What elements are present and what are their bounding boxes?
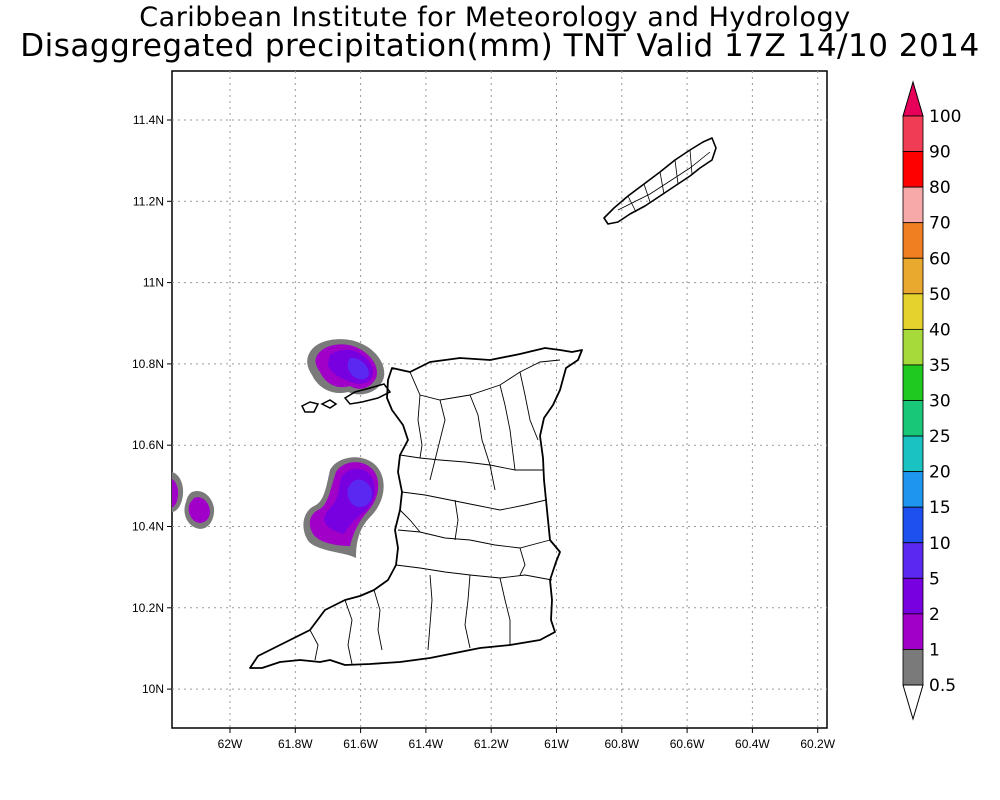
colorbar-box (902, 649, 924, 686)
colorbar-box (902, 577, 924, 615)
colorbar-label: 2 (929, 605, 940, 625)
y-tick-label: 10.2N (132, 601, 164, 615)
bocas-islands (300, 399, 338, 413)
graticule (172, 71, 827, 728)
y-tick-label: 10.8N (132, 357, 164, 371)
colorbar-box (902, 222, 924, 259)
y-tick-label: 10N (142, 682, 164, 696)
precip-cell-north (307, 339, 385, 395)
colorbar-label: 80 (929, 178, 951, 198)
x-tick-label: 61.8W (278, 737, 313, 751)
colorbar-label: 10 (929, 534, 951, 554)
colorbar-label: 50 (929, 285, 951, 305)
colorbar-box (902, 257, 924, 295)
colorbar: 100 90 80 70 60 50 40 35 30 25 20 15 10 5 2 1 0.5 (902, 80, 961, 721)
colorbar-box (902, 186, 924, 224)
y-tick-label: 11.4N (133, 113, 164, 127)
x-tick-label: 61W (544, 737, 569, 751)
y-tick-label: 11.2N (133, 194, 164, 208)
y-tick-label: 10.4N (132, 520, 164, 534)
colorbar-boxes (902, 115, 924, 686)
colorbar-labels: 100 90 80 70 60 50 40 35 30 25 20 15 10 5 2 1 0.5 (929, 107, 961, 696)
colorbar-box (902, 542, 924, 579)
colorbar-box (902, 364, 924, 401)
colorbar-bottom-arrow (902, 684, 924, 721)
colorbar-label: 70 (929, 214, 951, 234)
tobago-boundaries (617, 149, 711, 213)
colorbar-label: 20 (929, 463, 951, 483)
colorbar-label: 30 (929, 392, 951, 412)
map-title: Disaggregated precipitation(mm) TNT Vali… (20, 28, 980, 64)
tobago-coastline (603, 137, 717, 225)
colorbar-label: 1 (929, 640, 940, 660)
precip-cell-west-coast (303, 457, 384, 558)
trinidad-coastline (249, 347, 583, 669)
colorbar-box (902, 328, 924, 366)
x-tick-label: 61.6W (343, 737, 378, 751)
colorbar-label: 60 (929, 249, 951, 269)
colorbar-box (902, 293, 924, 330)
colorbar-label: 40 (929, 320, 951, 340)
chaguaramas-peninsula (343, 383, 392, 405)
colorbar-label: 25 (929, 427, 951, 447)
colorbar-label: 5 (929, 569, 940, 589)
colorbar-box (902, 435, 924, 473)
x-tick-label: 60.2W (800, 737, 835, 751)
y-tick-label: 11N (143, 276, 164, 290)
colorbar-label: 35 (929, 356, 951, 376)
x-tick-label: 60.8W (604, 737, 639, 751)
colorbar-top-arrow (902, 80, 924, 117)
colorbar-label: 100 (929, 107, 961, 127)
organization-title: Caribbean Institute for Meteorology and … (139, 2, 851, 33)
map-frame (171, 70, 828, 729)
colorbar-box (902, 506, 924, 544)
colorbar-box (902, 613, 924, 650)
precip-cell-far-west (172, 472, 215, 529)
colorbar-box (902, 151, 924, 188)
longitude-ticks: 62W 61.8W 61.6W 61.4W 61.2W 61W 60.8W 60.6W 60.4… (218, 728, 836, 751)
x-tick-label: 60.4W (735, 737, 770, 751)
x-tick-label: 62W (218, 737, 243, 751)
trinidad-boundaries (309, 359, 561, 665)
x-tick-label: 60.6W (670, 737, 705, 751)
colorbar-label: 0.5 (929, 676, 956, 696)
y-tick-label: 10.6N (132, 438, 164, 452)
x-tick-label: 61.4W (409, 737, 444, 751)
colorbar-box (902, 471, 924, 508)
x-tick-label: 61.2W (474, 737, 509, 751)
colorbar-label: 15 (929, 498, 951, 518)
colorbar-label: 90 (929, 143, 951, 163)
latitude-ticks: 11.4N 11.2N 11N 10.8N 10.6N 10.4N 10.2N 10N (132, 113, 172, 696)
colorbar-box (902, 115, 924, 152)
colorbar-box (902, 400, 924, 437)
